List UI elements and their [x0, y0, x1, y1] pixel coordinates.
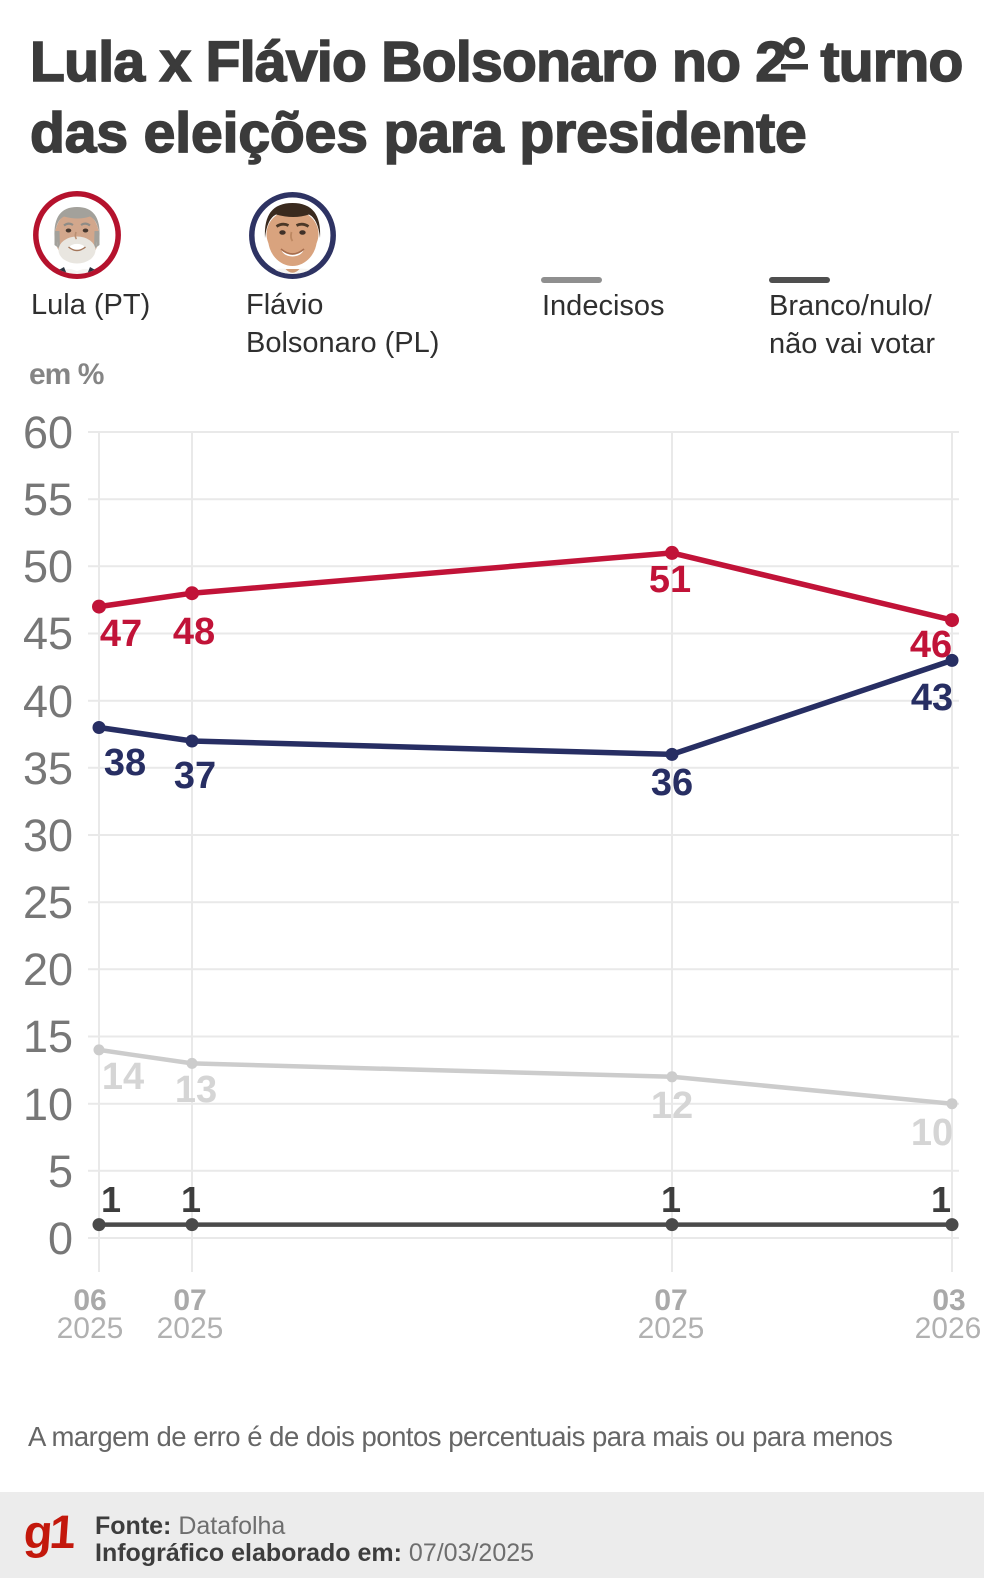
svg-text:47: 47 [100, 613, 142, 655]
svg-text:5: 5 [48, 1146, 73, 1197]
svg-text:1: 1 [181, 1179, 201, 1220]
svg-text:25: 25 [23, 877, 73, 928]
svg-text:10: 10 [23, 1079, 73, 1130]
svg-text:10: 10 [911, 1112, 953, 1154]
svg-text:06: 06 [73, 1284, 106, 1317]
svg-text:38: 38 [104, 742, 146, 784]
svg-text:07: 07 [654, 1284, 687, 1317]
svg-text:2025: 2025 [638, 1312, 705, 1345]
svg-text:37: 37 [174, 755, 216, 797]
svg-text:20: 20 [23, 944, 73, 995]
svg-text:40: 40 [23, 676, 73, 727]
svg-text:48: 48 [173, 611, 215, 653]
svg-text:1: 1 [661, 1179, 681, 1220]
svg-text:12: 12 [651, 1085, 693, 1127]
svg-text:50: 50 [23, 541, 73, 592]
svg-text:07: 07 [173, 1284, 206, 1317]
svg-text:51: 51 [649, 559, 691, 601]
svg-text:55: 55 [23, 474, 73, 525]
svg-text:46: 46 [910, 624, 952, 666]
svg-text:1: 1 [931, 1179, 951, 1220]
svg-text:2025: 2025 [157, 1312, 224, 1345]
svg-text:2026: 2026 [915, 1312, 982, 1345]
svg-text:45: 45 [23, 608, 73, 659]
svg-text:43: 43 [911, 677, 953, 719]
svg-text:1: 1 [101, 1179, 121, 1220]
svg-text:36: 36 [651, 762, 693, 804]
svg-text:13: 13 [175, 1069, 217, 1111]
svg-text:15: 15 [23, 1011, 73, 1062]
svg-text:0: 0 [48, 1213, 73, 1264]
svg-text:2025: 2025 [57, 1312, 124, 1345]
svg-text:03: 03 [932, 1284, 965, 1317]
svg-text:35: 35 [23, 743, 73, 794]
svg-text:60: 60 [23, 407, 73, 458]
svg-text:30: 30 [23, 810, 73, 861]
svg-text:14: 14 [102, 1056, 144, 1098]
